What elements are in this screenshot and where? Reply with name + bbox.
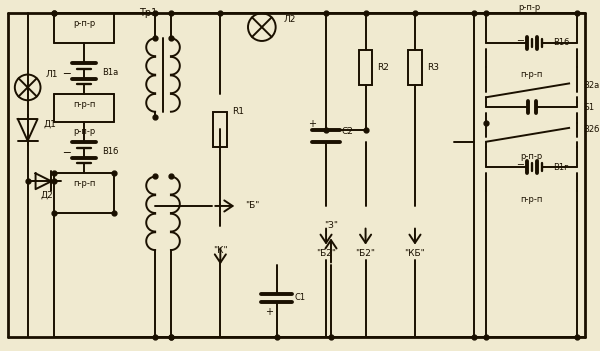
- Bar: [214, 112, 227, 147]
- Text: В1б: В1б: [102, 147, 118, 156]
- Text: "К": "К": [213, 246, 227, 255]
- Text: ─: ─: [63, 147, 70, 157]
- Text: п-р-п: п-р-п: [73, 100, 95, 109]
- Text: Д1: Д1: [43, 119, 56, 128]
- Text: С2: С2: [342, 127, 354, 136]
- Text: Д2: Д2: [40, 191, 53, 200]
- Text: +: +: [308, 119, 316, 129]
- Text: "З": "З": [324, 221, 338, 230]
- Text: Л2: Л2: [284, 15, 296, 24]
- Text: п-р-п: п-р-п: [73, 179, 95, 188]
- Text: п-р-п: п-р-п: [520, 194, 543, 204]
- Text: +: +: [265, 307, 273, 317]
- Text: "Б2": "Б2": [316, 249, 336, 258]
- Text: R3: R3: [427, 63, 439, 72]
- Bar: [359, 50, 373, 85]
- Text: Л1: Л1: [46, 70, 58, 79]
- Text: В2б: В2б: [583, 125, 599, 134]
- Text: В2а: В2а: [583, 81, 599, 90]
- Text: В1г: В1г: [553, 163, 569, 172]
- Text: р-п-р: р-п-р: [73, 127, 95, 136]
- Text: В1б: В1б: [553, 38, 569, 47]
- Text: R2: R2: [377, 63, 389, 72]
- Text: р-п-р: р-п-р: [518, 3, 541, 12]
- Text: С1: С1: [295, 293, 305, 302]
- Text: р-п-р: р-п-р: [520, 152, 542, 161]
- Text: "КБ": "КБ": [404, 249, 425, 258]
- Text: Б1: Б1: [583, 102, 594, 112]
- Text: "Б2": "Б2": [356, 249, 376, 258]
- Text: ─: ─: [517, 36, 523, 46]
- Text: "Б": "Б": [245, 201, 259, 211]
- Bar: [408, 50, 422, 85]
- Text: п-р-п: п-р-п: [520, 70, 543, 79]
- Text: ─: ─: [517, 160, 523, 171]
- Text: R1: R1: [232, 107, 244, 116]
- Text: В1а: В1а: [102, 68, 118, 77]
- Text: р-п-р: р-п-р: [73, 19, 95, 28]
- Text: Тр1: Тр1: [139, 8, 157, 18]
- Text: ─: ─: [63, 68, 70, 78]
